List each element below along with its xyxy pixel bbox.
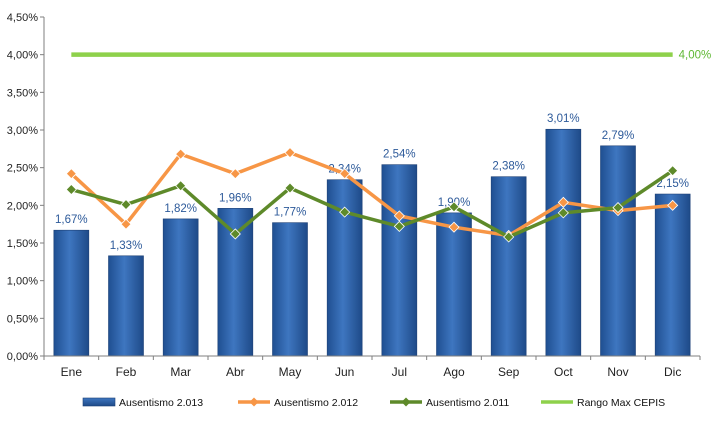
series-line bbox=[70, 150, 673, 238]
legend-item: Rango Max CEPIS bbox=[541, 397, 665, 409]
bar-data-label: 1,77% bbox=[274, 207, 307, 219]
legend-label: Rango Max CEPIS bbox=[577, 397, 665, 409]
legend-item: Ausentismo 2.012 bbox=[238, 397, 358, 409]
x-tick-label: Feb bbox=[116, 365, 137, 379]
series-point bbox=[393, 220, 405, 232]
bar-data-label: 1,67% bbox=[55, 214, 88, 226]
series-point bbox=[448, 221, 460, 233]
y-tick-label: 2,50% bbox=[7, 163, 38, 175]
legend-marker bbox=[249, 397, 259, 407]
legend: Ausentismo 2.013 Ausentismo 2.012 Ausentis… bbox=[82, 397, 665, 409]
legend-label: Ausentismo 2.012 bbox=[274, 397, 358, 409]
series-point bbox=[284, 147, 296, 159]
series-point bbox=[120, 218, 132, 230]
bar-data-label: 1,82% bbox=[164, 203, 197, 215]
series-point bbox=[448, 201, 460, 213]
bar bbox=[53, 229, 90, 357]
line-series bbox=[65, 147, 679, 243]
x-tick-label: Sep bbox=[498, 365, 520, 379]
y-tick-label: 3,00% bbox=[7, 125, 38, 137]
x-tick-label: Nov bbox=[607, 365, 628, 379]
reference-line-label: 4,00% bbox=[679, 50, 712, 62]
series-point bbox=[175, 148, 187, 160]
legend-label: Ausentismo 2.011 bbox=[426, 397, 509, 409]
series-point bbox=[557, 207, 569, 219]
bar bbox=[108, 255, 144, 357]
legend-item: Ausentismo 2.013 bbox=[82, 397, 203, 409]
x-tick-label: Abr bbox=[226, 365, 245, 379]
bar-series-2013 bbox=[53, 128, 691, 357]
series-point bbox=[65, 168, 77, 180]
bar-data-label: 2,79% bbox=[602, 130, 635, 142]
series-point bbox=[229, 168, 241, 180]
series-point bbox=[229, 228, 241, 240]
x-tick-label: Ene bbox=[61, 365, 83, 379]
series-point bbox=[339, 206, 351, 218]
y-tick-label: 2,00% bbox=[7, 200, 38, 212]
bar bbox=[381, 164, 418, 357]
bar bbox=[545, 128, 582, 357]
legend-marker bbox=[401, 397, 411, 407]
x-tick-label: Mar bbox=[170, 365, 191, 379]
bar-data-label: 2,54% bbox=[383, 149, 416, 161]
bar bbox=[162, 218, 199, 357]
bar-data-labels: 1,67%1,33%1,82%1,96%1,77%2,34%2,54%1,90%… bbox=[55, 113, 689, 252]
bar-data-label: 3,01% bbox=[547, 113, 580, 125]
legend-swatch bbox=[82, 397, 116, 407]
bar bbox=[272, 222, 308, 357]
legend-item: Ausentismo 2.011 bbox=[390, 397, 509, 409]
y-tick-label: 3,50% bbox=[7, 87, 38, 99]
series-point bbox=[175, 180, 187, 192]
series-point bbox=[120, 199, 132, 211]
series-point bbox=[612, 202, 624, 214]
x-tick-label: Ago bbox=[443, 365, 465, 379]
y-tick-label: 4,00% bbox=[7, 50, 38, 62]
y-tick-label: 1,50% bbox=[7, 238, 38, 250]
series-point bbox=[667, 165, 679, 177]
bar-data-label: 2,38% bbox=[492, 161, 525, 173]
y-tick-label: 1,00% bbox=[7, 276, 38, 288]
bar bbox=[600, 145, 636, 357]
x-tick-label: Jun bbox=[335, 365, 354, 379]
x-tick-label: May bbox=[279, 365, 302, 379]
series-point bbox=[284, 182, 296, 194]
y-tick-label: 4,50% bbox=[7, 12, 38, 24]
bar-data-label: 1,96% bbox=[219, 192, 252, 204]
x-tick-label: Jul bbox=[392, 365, 407, 379]
legend-label: Ausentismo 2.013 bbox=[119, 397, 203, 409]
series-point bbox=[339, 168, 351, 180]
series-line bbox=[70, 169, 674, 239]
series-point bbox=[65, 183, 77, 196]
y-axis: 0,00% 0,50% 1,00% 1,50% 2,00% 2,50% 3,00% 3,50%… bbox=[7, 12, 45, 363]
y-tick-label: 0,00% bbox=[7, 351, 38, 363]
y-tick-label: 0,50% bbox=[7, 313, 38, 325]
x-axis: Ene Feb Mar Abr May Jun Jul Ago Sep Oct Nov Dic bbox=[43, 355, 701, 379]
bar bbox=[654, 193, 691, 357]
bar bbox=[490, 176, 527, 357]
x-tick-label: Oct bbox=[554, 365, 573, 379]
bar bbox=[436, 212, 472, 357]
reference-line-cepis: 4,00% bbox=[71, 50, 711, 62]
x-tick-label: Dic bbox=[664, 365, 681, 379]
series-point bbox=[667, 199, 679, 211]
bar-data-label: 2,15% bbox=[656, 178, 689, 190]
series-point bbox=[503, 231, 515, 243]
bar-data-label: 1,33% bbox=[110, 240, 143, 252]
